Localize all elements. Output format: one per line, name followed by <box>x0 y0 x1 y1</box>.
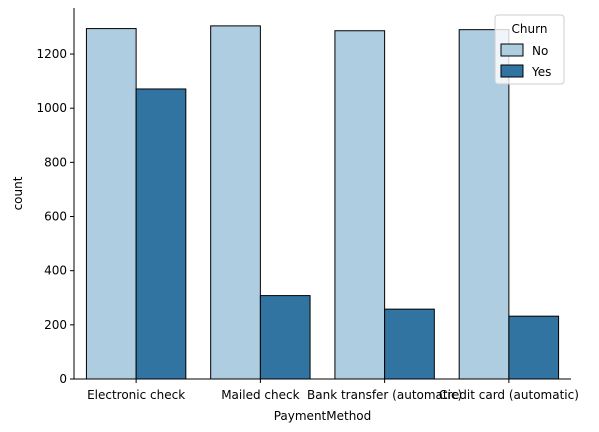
bar-no-0 <box>85 28 137 380</box>
legend-swatch-no <box>500 43 524 57</box>
y-tick-label: 400 <box>44 264 67 278</box>
bar-no-3 <box>458 29 510 380</box>
x-tick-label: Bank transfer (automatic) <box>307 388 462 402</box>
x-tick-label: Electronic check <box>87 388 185 402</box>
x-axis-label: PaymentMethod <box>274 409 372 423</box>
bar-no-2 <box>334 30 386 380</box>
legend-label-no: No <box>532 44 548 58</box>
legend: Churn No Yes <box>494 14 565 85</box>
y-tick-label: 1200 <box>36 47 67 61</box>
x-ticks: Electronic check Mailed check Bank transfe… <box>87 379 579 402</box>
y-tick-label: 0 <box>59 372 67 386</box>
bar-yes-0 <box>135 88 187 380</box>
y-tick-label: 200 <box>44 318 67 332</box>
bar-yes-2 <box>384 308 435 380</box>
bar-no-1 <box>210 25 261 380</box>
bar-yes-3 <box>508 315 560 380</box>
y-tick-label: 600 <box>44 210 67 224</box>
legend-label-yes: Yes <box>531 65 551 79</box>
bars-group <box>85 25 560 380</box>
legend-items: No Yes <box>500 43 551 79</box>
legend-swatch-yes <box>500 64 524 78</box>
bar-yes-1 <box>259 295 311 380</box>
legend-title: Churn <box>512 22 548 36</box>
x-tick-label: Mailed check <box>221 388 299 402</box>
y-ticks: 0 200 400 600 800 1000 1200 <box>36 47 74 386</box>
y-tick-label: 1000 <box>36 101 67 115</box>
y-axis-label: count <box>11 176 25 210</box>
y-tick-label: 800 <box>44 155 67 169</box>
x-tick-label: Credit card (automatic) <box>439 388 579 402</box>
